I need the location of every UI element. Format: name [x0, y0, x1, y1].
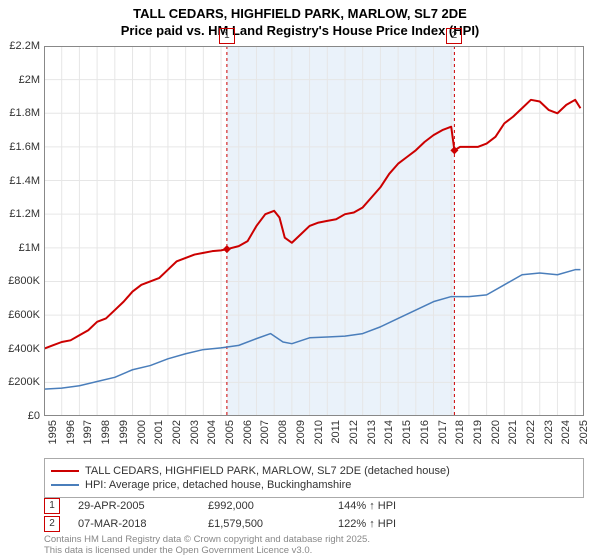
event-date: 29-APR-2005 — [78, 500, 208, 512]
y-tick-label: £2M — [19, 74, 40, 86]
title-line2: Price paid vs. HM Land Registry's House … — [0, 23, 600, 40]
chart-svg — [44, 46, 584, 416]
x-tick-label: 1998 — [100, 420, 112, 444]
x-tick-label: 2018 — [454, 420, 466, 444]
y-tick-label: £0 — [28, 410, 40, 422]
y-tick-label: £1.2M — [9, 208, 40, 220]
title-line1: TALL CEDARS, HIGHFIELD PARK, MARLOW, SL7… — [0, 6, 600, 23]
x-tick-label: 2020 — [490, 420, 502, 444]
x-tick-label: 2009 — [295, 420, 307, 444]
legend-item: TALL CEDARS, HIGHFIELD PARK, MARLOW, SL7… — [51, 465, 577, 477]
event-number-box: 1 — [44, 498, 60, 514]
x-tick-label: 2005 — [224, 420, 236, 444]
x-tick-label: 2025 — [578, 420, 590, 444]
event-number-box: 2 — [44, 516, 60, 532]
x-tick-label: 2024 — [560, 420, 572, 444]
legend-label: TALL CEDARS, HIGHFIELD PARK, MARLOW, SL7… — [85, 465, 450, 477]
event-data-row: 1 29-APR-2005£992,000144% ↑ HPI — [44, 498, 584, 514]
chart-container: TALL CEDARS, HIGHFIELD PARK, MARLOW, SL7… — [0, 0, 600, 560]
y-tick-label: £200K — [8, 376, 40, 388]
chart-title: TALL CEDARS, HIGHFIELD PARK, MARLOW, SL7… — [0, 0, 600, 40]
y-axis-labels: £0£200K£400K£600K£800K£1M£1.2M£1.4M£1.6M… — [0, 46, 42, 416]
x-tick-label: 2004 — [206, 420, 218, 444]
y-tick-label: £1.4M — [9, 175, 40, 187]
x-axis-labels: 1995 1996 1997 1998 1999 2000 2001 2002 2003 2004… — [44, 418, 584, 458]
x-tick-label: 2006 — [242, 420, 254, 444]
x-tick-label: 2013 — [366, 420, 378, 444]
x-tick-label: 2010 — [313, 420, 325, 444]
event-marker-label: 1 — [219, 28, 235, 44]
legend-swatch — [51, 470, 79, 472]
y-tick-label: £1.6M — [9, 141, 40, 153]
y-tick-label: £400K — [8, 343, 40, 355]
legend-swatch — [51, 484, 79, 486]
footer-line2: This data is licensed under the Open Gov… — [44, 545, 370, 556]
x-tick-label: 2017 — [437, 420, 449, 444]
x-tick-label: 1995 — [47, 420, 59, 444]
event-pct: 144% ↑ HPI — [338, 500, 468, 512]
x-tick-label: 2000 — [136, 420, 148, 444]
x-tick-label: 2014 — [383, 420, 395, 444]
x-tick-label: 2008 — [277, 420, 289, 444]
x-tick-label: 1999 — [118, 420, 130, 444]
y-tick-label: £1M — [19, 242, 40, 254]
y-tick-label: £600K — [8, 309, 40, 321]
x-tick-label: 1996 — [65, 420, 77, 444]
y-tick-label: £1.8M — [9, 107, 40, 119]
event-date: 07-MAR-2018 — [78, 518, 208, 530]
x-tick-label: 2016 — [419, 420, 431, 444]
y-tick-label: £2.2M — [9, 40, 40, 52]
footer-text: Contains HM Land Registry data © Crown c… — [44, 534, 370, 557]
x-tick-label: 2022 — [525, 420, 537, 444]
x-tick-label: 2023 — [543, 420, 555, 444]
event-rows: 1 29-APR-2005£992,000144% ↑ HPI 2 07-MAR-20… — [44, 498, 584, 534]
y-tick-label: £800K — [8, 275, 40, 287]
event-data-row: 2 07-MAR-2018£1,579,500122% ↑ HPI — [44, 516, 584, 532]
legend-item: HPI: Average price, detached house, Buck… — [51, 479, 577, 491]
plot-area: 12 — [44, 46, 584, 416]
x-tick-label: 2019 — [472, 420, 484, 444]
x-tick-label: 2001 — [153, 420, 165, 444]
event-pct: 122% ↑ HPI — [338, 518, 468, 530]
event-price: £1,579,500 — [208, 518, 338, 530]
x-tick-label: 2011 — [330, 420, 342, 444]
event-marker-label: 2 — [446, 28, 462, 44]
x-tick-label: 2007 — [259, 420, 271, 444]
x-tick-label: 2015 — [401, 420, 413, 444]
x-tick-label: 2021 — [507, 420, 519, 444]
x-tick-label: 1997 — [82, 420, 94, 444]
legend-label: HPI: Average price, detached house, Buck… — [85, 479, 351, 491]
event-price: £992,000 — [208, 500, 338, 512]
x-tick-label: 2012 — [348, 420, 360, 444]
legend: TALL CEDARS, HIGHFIELD PARK, MARLOW, SL7… — [44, 458, 584, 498]
x-tick-label: 2003 — [189, 420, 201, 444]
footer-line1: Contains HM Land Registry data © Crown c… — [44, 534, 370, 545]
x-tick-label: 2002 — [171, 420, 183, 444]
